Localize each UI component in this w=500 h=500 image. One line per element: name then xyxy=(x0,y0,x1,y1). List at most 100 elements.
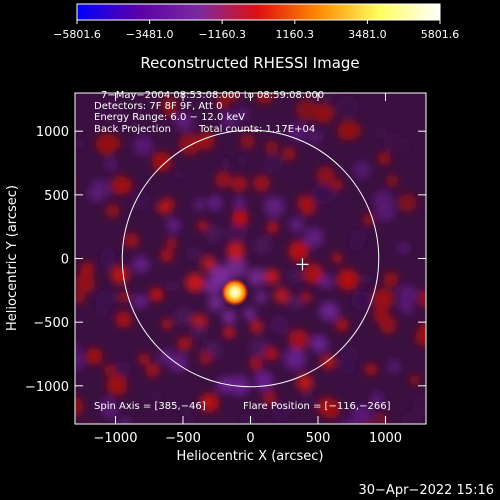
sidelobe-blob xyxy=(288,123,306,141)
sidelobe-blob xyxy=(95,289,116,310)
sidelobe-blob xyxy=(256,93,274,104)
sidelobe-blob xyxy=(253,236,272,255)
annotation-total-counts: Total counts: 1.17E+04 xyxy=(198,124,315,135)
sidelobe-blob xyxy=(314,103,334,124)
sidelobe-blob xyxy=(296,374,314,392)
sidelobe-blob xyxy=(309,488,330,500)
sidelobe-blob xyxy=(179,405,192,417)
sidelobe-blob xyxy=(85,347,103,365)
x-tick-label: 1000 xyxy=(369,431,402,446)
sidelobe-blob xyxy=(193,199,205,211)
sidelobe-blob xyxy=(394,137,411,154)
sidelobe-blob xyxy=(249,337,270,359)
sidelobe-blob xyxy=(130,191,150,211)
sidelobe-blob xyxy=(133,135,153,156)
colorbar: −5801.6 −3481.0 −1160.3 1160.3 3481.0 5801.6 xyxy=(53,3,459,41)
sidelobe-blob xyxy=(109,137,121,149)
sidelobe-blob xyxy=(191,324,206,339)
annotation-detectors: Detectors: 7F 8F 9F, Att 0 xyxy=(94,101,222,112)
sidelobe-blob xyxy=(177,336,193,352)
solar-limb-circle xyxy=(121,129,380,388)
sidelobe-blob xyxy=(317,397,337,417)
sidelobe-blob xyxy=(263,196,285,217)
sidelobe-blob xyxy=(200,255,217,271)
sidelobe-blob xyxy=(225,256,247,278)
colorbar-tick-label: 1160.3 xyxy=(276,28,315,41)
sidelobe-blob xyxy=(375,127,388,140)
sidelobe-blob xyxy=(282,147,296,161)
sidelobe-blob xyxy=(287,295,303,311)
sidelobe-blob xyxy=(75,342,80,354)
y-tick-label: 500 xyxy=(44,189,69,204)
sidelobe-blob xyxy=(316,93,337,100)
sidelobe-blob xyxy=(123,232,140,249)
sidelobe-blob xyxy=(151,151,172,172)
sidelobe-blob xyxy=(104,364,116,376)
sidelobe-blob xyxy=(447,334,460,347)
colorbar-bar xyxy=(76,3,441,21)
sidelobe-blob xyxy=(184,415,196,424)
sidelobe-blob xyxy=(222,310,236,324)
sidelobe-blob xyxy=(11,332,23,344)
sidelobe-blob xyxy=(237,108,250,121)
spin-axis-marker xyxy=(296,258,309,271)
sidelobe-blob xyxy=(319,301,339,322)
colorbar-tick-label: −5801.6 xyxy=(53,28,101,41)
sidelobe-blob xyxy=(332,456,343,467)
sidelobe-blob xyxy=(29,190,43,204)
sidelobe-blob xyxy=(208,295,224,312)
sidelobe-blob xyxy=(75,351,85,371)
sidelobe-blob xyxy=(227,221,249,242)
sidelobe-blob xyxy=(352,160,371,179)
sidelobe-blob xyxy=(295,99,318,121)
sidelobe-blob xyxy=(104,158,117,171)
sidelobe-blob xyxy=(227,93,239,102)
y-tick-label: 0 xyxy=(61,253,69,268)
sidelobe-blob xyxy=(237,155,248,166)
plot-area: −1000 −500 0 500 1000 −1000 −500 0 500 1000 xyxy=(11,75,461,500)
sidelobe-blob xyxy=(115,177,133,194)
sidelobe-blob xyxy=(250,320,263,333)
annotation-time-range: 7−May−2004 08:53:08.000 to 08:59:08.000 xyxy=(101,90,324,101)
sidelobe-blob xyxy=(264,269,280,285)
sidelobe-blob xyxy=(177,75,191,89)
sidelobe-blob xyxy=(220,157,231,168)
sidelobe-blob xyxy=(21,357,31,367)
sidelobe-blob xyxy=(173,170,184,181)
sidelobe-blob xyxy=(349,229,367,247)
sidelobe-blob xyxy=(106,374,128,396)
sidelobe-blob xyxy=(417,289,426,308)
annotation-flare-position: Flare Position = [−116,−266] xyxy=(243,401,391,412)
sidelobe-blob xyxy=(220,111,238,129)
sidelobe-blob xyxy=(239,413,256,424)
sidelobe-blob xyxy=(284,348,306,370)
sidelobe-blob xyxy=(387,360,401,373)
colorbar-tick-label: −1160.3 xyxy=(198,28,246,41)
sidelobe-blob xyxy=(310,335,329,353)
sidelobe-blob xyxy=(442,302,461,321)
sidelobe-blob xyxy=(364,363,378,376)
sidelobe-blob xyxy=(270,315,290,335)
sidelobe-blob xyxy=(301,393,315,408)
sidelobe-blob xyxy=(431,210,442,221)
sidelobe-blob xyxy=(223,327,235,338)
sidelobe-blob xyxy=(174,307,193,326)
sidelobe-blob xyxy=(167,280,178,291)
sidelobe-blob xyxy=(336,95,359,118)
sidelobe-blob xyxy=(85,456,105,476)
sidelobe-blob xyxy=(110,265,130,285)
sidelobe-blob xyxy=(265,141,279,154)
sidelobe-blob xyxy=(335,318,349,332)
sidelobe-blob xyxy=(112,101,125,114)
sidelobe-blob xyxy=(249,357,263,371)
sidelobe-blob xyxy=(99,460,120,481)
sidelobe-blob xyxy=(161,319,172,330)
sidelobe-blob xyxy=(102,403,118,419)
sidelobe-blob xyxy=(409,375,420,386)
sidelobe-blob xyxy=(158,349,173,364)
y-tick-label: 1000 xyxy=(36,125,69,140)
sidelobe-blob xyxy=(231,176,248,192)
y-tick-label: −1000 xyxy=(25,380,69,395)
sidelobe-blob xyxy=(331,252,343,264)
sidelobe-blob xyxy=(75,396,84,417)
